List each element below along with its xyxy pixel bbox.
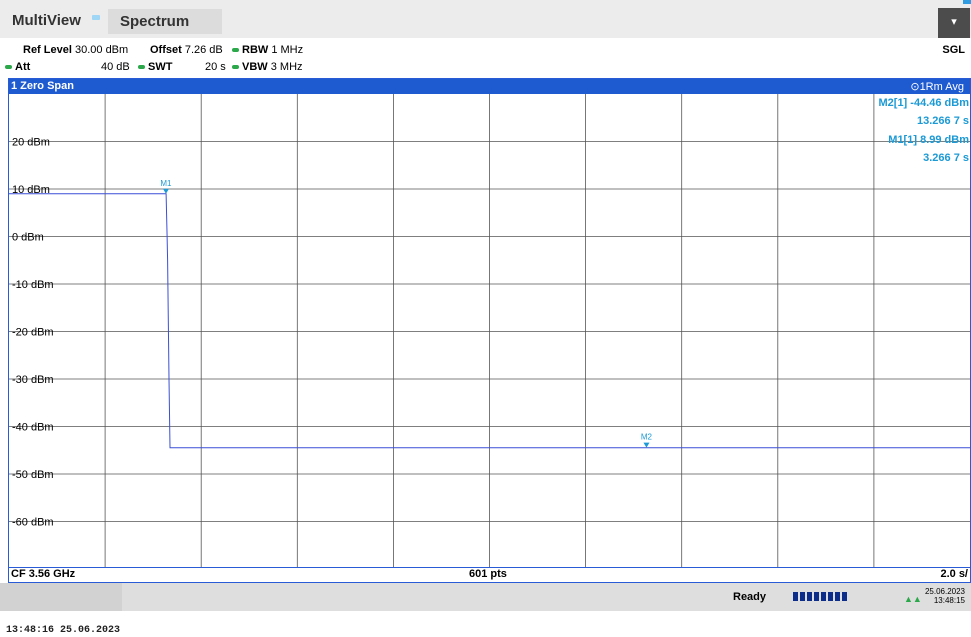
vbw-label: VBW: [242, 61, 268, 73]
time-per-division[interactable]: 2.0 s/: [940, 568, 968, 580]
marker-m1-icon[interactable]: [162, 188, 169, 194]
coupled-dot-icon: [232, 65, 239, 70]
marker-m2-icon[interactable]: [643, 442, 650, 448]
ready-status: Ready: [733, 591, 767, 603]
sweep-points[interactable]: 601 pts: [469, 568, 507, 580]
plot-grid: [9, 94, 970, 569]
marker-m2-readout: M2[1] -44.46 dBm: [879, 97, 970, 109]
tab-indicator-icon: [92, 15, 100, 20]
coupled-dot-icon: [5, 65, 12, 70]
y-axis-labels: 20 dBm 10 dBm 0 dBm -10 dBm -20 dBm -30 dBm -4…: [12, 137, 54, 529]
trace-label: 1Rm Avg: [919, 81, 964, 93]
y-tick-label: -50 dBm: [12, 469, 54, 481]
sweep-progress-bar: [793, 592, 855, 601]
att-label: Att: [15, 61, 31, 73]
zero-span-window[interactable]: 1 Zero Span ⊙1Rm Avg 20 dBm 10 dBm 0 dBm -1…: [8, 78, 971, 583]
swt-label: SWT: [148, 61, 173, 73]
status-time: 13:48:15: [933, 596, 965, 605]
ref-level-value: 30.00 dBm: [74, 44, 129, 56]
marker-points: M1 M2: [160, 179, 653, 448]
sweep-mode-badge: SGL: [942, 44, 965, 56]
ref-level-param[interactable]: Ref Level 30.00 dBm: [23, 44, 128, 56]
network-icon: ▲▲: [904, 594, 922, 604]
marker-m2-label: M2: [641, 433, 653, 442]
marker-m1-time: 3.266 7 s: [923, 152, 969, 164]
att-value: 40 dB: [101, 61, 130, 73]
parameter-panel: Ref Level 30.00 dBm Offset 7.26 dB RBW 1…: [0, 38, 971, 76]
y-tick-label: -40 dBm: [12, 422, 54, 434]
y-tick-label: 0 dBm: [12, 232, 44, 244]
menu-dropdown-button[interactable]: ▾: [938, 8, 970, 38]
y-tick-label: 10 dBm: [12, 184, 50, 196]
screenshot-timestamp: 13:48:16 25.06.2023: [6, 625, 121, 636]
marker-m1-readout: M1[1] 8.99 dBm: [888, 134, 969, 146]
offset-value: 7.26 dB: [184, 44, 223, 56]
corner-indicator: [963, 0, 971, 4]
offset-label: Offset: [150, 44, 182, 56]
window-footer: CF 3.56 GHz 601 pts 2.0 s/: [9, 567, 970, 582]
rbw-label: RBW: [242, 44, 269, 56]
y-tick-label: -30 dBm: [12, 374, 54, 386]
status-bar: Ready ▲▲ 25.06.2023 13:48:15: [0, 583, 971, 611]
ref-level-label: Ref Level: [23, 44, 72, 56]
y-tick-label: -10 dBm: [12, 279, 54, 291]
y-tick-label: -20 dBm: [12, 327, 54, 339]
rbw-value: 1 MHz: [271, 44, 304, 56]
tab-spectrum-label: Spectrum: [120, 13, 190, 30]
status-datetime: 25.06.2023 13:48:15: [925, 587, 965, 605]
window-header: 1 Zero Span ⊙1Rm Avg: [9, 79, 970, 94]
tab-multiview[interactable]: MultiView: [12, 12, 81, 29]
marker-m2-time: 13.266 7 s: [917, 115, 969, 127]
y-tick-label: 20 dBm: [12, 137, 50, 149]
y-tick-label: -60 dBm: [12, 517, 54, 529]
offset-param[interactable]: Offset 7.26 dB: [150, 44, 223, 56]
trace-1-line: [9, 193, 970, 449]
status-date: 25.06.2023: [924, 587, 965, 596]
att-param[interactable]: Att: [5, 61, 30, 73]
vbw-param[interactable]: VBW 3 MHz: [232, 61, 303, 73]
rbw-param[interactable]: RBW 1 MHz: [232, 44, 303, 56]
vbw-value: 3 MHz: [270, 61, 303, 73]
coupled-dot-icon: [138, 65, 145, 70]
swt-param[interactable]: SWT: [138, 61, 172, 73]
marker-m1-label: M1: [160, 179, 172, 188]
trace-plot[interactable]: 20 dBm 10 dBm 0 dBm -10 dBm -20 dBm -30 dBm -4…: [9, 94, 970, 569]
status-left-panel: [0, 583, 122, 611]
tab-spectrum[interactable]: Spectrum: [108, 9, 222, 34]
window-title: 1 Zero Span: [11, 80, 74, 92]
title-bar: MultiView Spectrum ▾: [0, 0, 971, 38]
swt-value: 20 s: [205, 61, 226, 73]
trace-info: ⊙1Rm Avg: [910, 81, 964, 93]
center-frequency[interactable]: CF 3.56 GHz: [11, 568, 76, 580]
coupled-dot-icon: [232, 48, 239, 53]
